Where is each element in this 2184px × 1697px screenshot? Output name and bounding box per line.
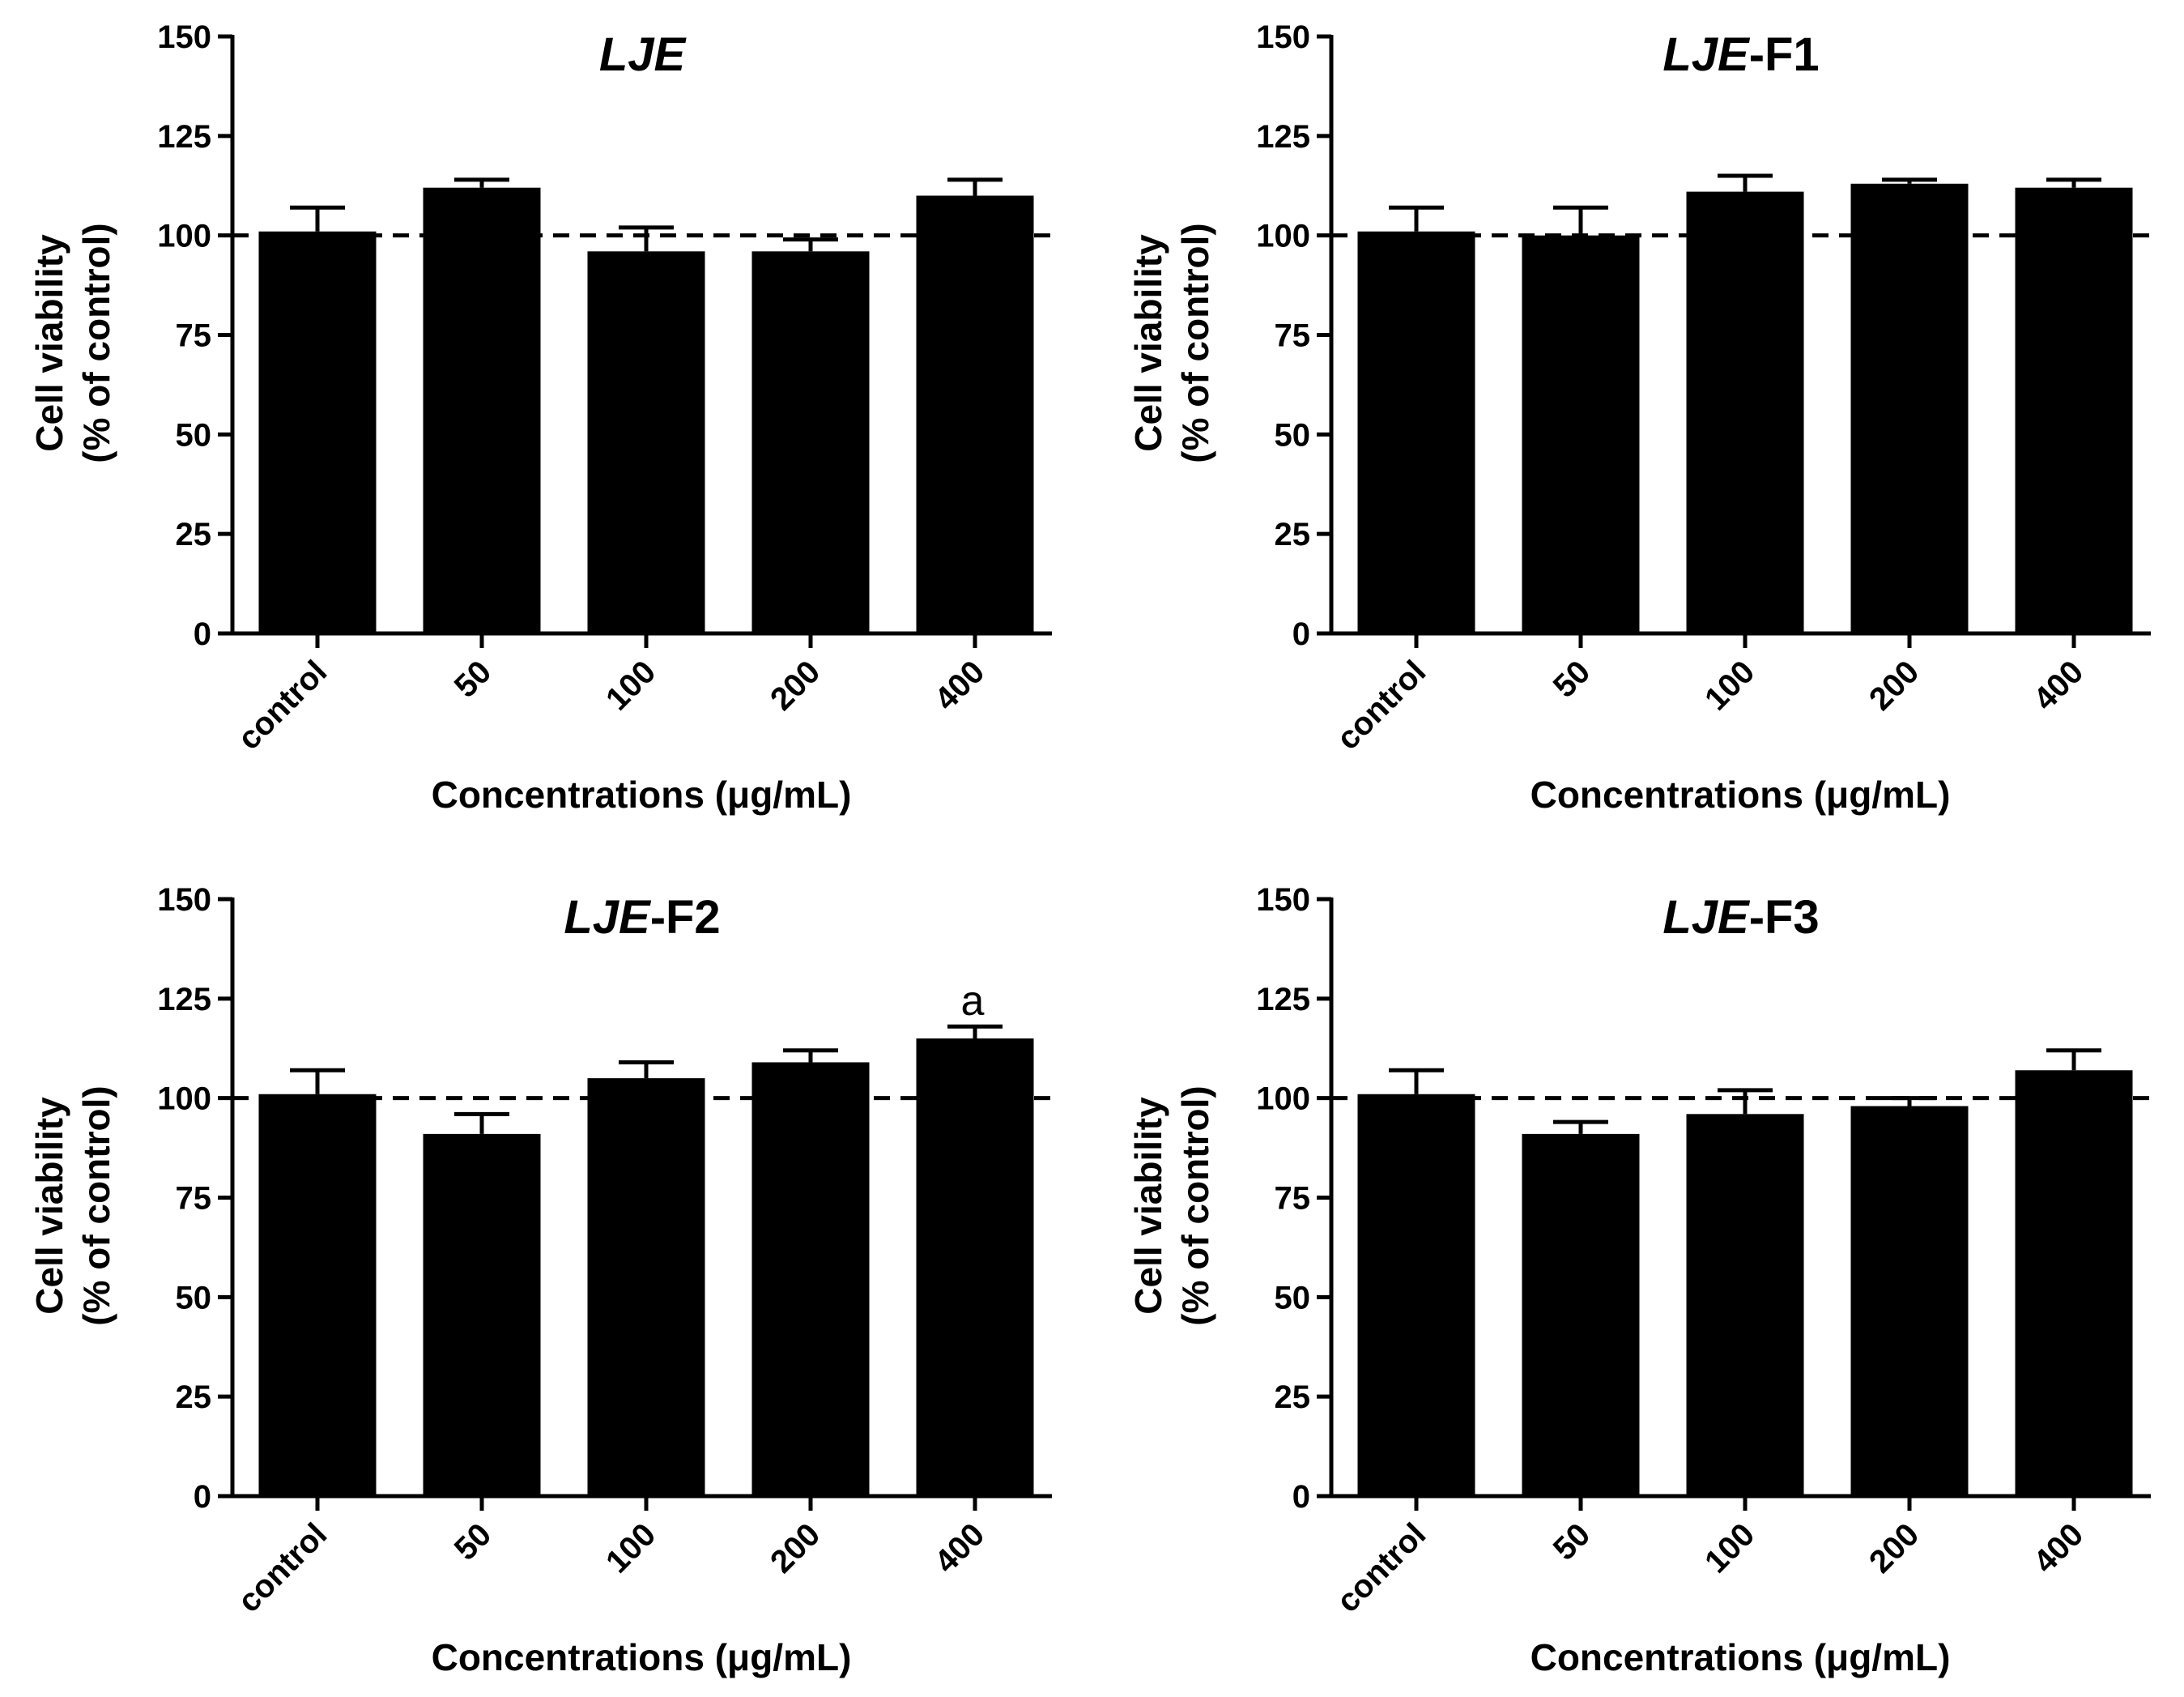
chart-title-italic: LJE — [564, 891, 652, 944]
y-tick-label: 75 — [176, 318, 212, 354]
y-tick-label: 125 — [157, 119, 211, 155]
y-tick-label: 25 — [176, 517, 212, 552]
y-tick-label: 25 — [1275, 517, 1311, 552]
x-tick-label-control: control — [1330, 1516, 1433, 1619]
y-tick-label: 0 — [1292, 1479, 1310, 1515]
x-tick-label-400: 400 — [928, 654, 991, 717]
bar-100 — [1686, 1114, 1804, 1496]
y-tick-label: 50 — [1275, 417, 1311, 453]
x-axis-title: Concentrations (μg/mL) — [432, 1636, 852, 1678]
x-tick-label-100: 100 — [599, 654, 662, 717]
bar-400 — [2015, 187, 2133, 633]
y-tick-label: 75 — [1275, 318, 1311, 354]
y-tick-label: 50 — [1275, 1280, 1311, 1315]
y-axis-title-line2: (% of control) — [75, 1085, 117, 1325]
bar-100 — [1686, 191, 1804, 633]
x-tick-label-200: 200 — [764, 1516, 827, 1580]
x-tick-label-400: 400 — [2027, 654, 2090, 717]
chart-title-italic: LJE — [1662, 891, 1751, 944]
chart-title-italic: LJE — [599, 28, 688, 81]
y-axis-title-line1: Cell viability — [28, 234, 70, 452]
y-tick-label: 75 — [176, 1181, 212, 1217]
y-axis-title-line2: (% of control) — [75, 223, 117, 463]
y-axis-title-line1: Cell viability — [1127, 234, 1169, 452]
y-tick-label: 125 — [157, 982, 211, 1017]
bar-50 — [423, 187, 541, 633]
x-tick-label-100: 100 — [1698, 1516, 1761, 1580]
x-tick-label-100: 100 — [1698, 654, 1761, 717]
bar-400 — [2015, 1070, 2133, 1496]
x-tick-label-400: 400 — [928, 1516, 991, 1580]
chart-panel-2: 0 25 50 75 100 125 150 control 50 100 200 400 LJE-F1… — [1127, 19, 2151, 816]
bar-400 — [916, 1038, 1034, 1496]
y-tick-label: 25 — [176, 1379, 212, 1415]
x-tick-label-50: 50 — [448, 1516, 499, 1567]
y-tick-label: 150 — [157, 19, 211, 55]
bar-50 — [1522, 235, 1640, 633]
bar-100 — [587, 1078, 705, 1496]
x-tick-label-50: 50 — [1547, 1516, 1598, 1567]
x-axis-title: Concentrations (μg/mL) — [1531, 1636, 1951, 1678]
x-tick-label-100: 100 — [599, 1516, 662, 1580]
x-tick-label-control: control — [1330, 654, 1433, 757]
chart-title-suffix: -F3 — [1749, 891, 1820, 944]
y-tick-label: 100 — [1256, 219, 1310, 254]
y-tick-label: 150 — [1256, 882, 1310, 918]
bar-control — [1357, 1094, 1475, 1496]
x-tick-label-control: control — [231, 1516, 334, 1619]
y-tick-label: 100 — [1256, 1081, 1310, 1117]
x-tick-label-200: 200 — [1863, 654, 1926, 717]
x-axis-title: Concentrations (μg/mL) — [1531, 774, 1951, 816]
bar-200 — [1850, 183, 1969, 633]
bar-50 — [1522, 1133, 1640, 1496]
chart-title-italic: LJE — [1662, 28, 1751, 81]
y-axis-title-line2: (% of control) — [1174, 1085, 1216, 1325]
bar-control — [1357, 231, 1475, 633]
chart-title-suffix: -F1 — [1749, 28, 1820, 81]
y-tick-label: 0 — [194, 616, 211, 652]
x-tick-label-50: 50 — [1547, 654, 1598, 705]
y-tick-label: 100 — [157, 219, 211, 254]
chart-title: LJE-F2 — [564, 891, 720, 944]
y-tick-label: 125 — [1256, 982, 1310, 1017]
x-tick-label-200: 200 — [764, 654, 827, 717]
bar-100 — [587, 251, 705, 633]
x-tick-label-400: 400 — [2027, 1516, 2090, 1580]
significance-label: a — [961, 978, 985, 1025]
chart-panel-1: 0 25 50 75 100 125 150 control 50 100 200 400 LJE Con… — [28, 19, 1052, 816]
y-tick-label: 75 — [1275, 1181, 1311, 1217]
y-tick-label: 150 — [1256, 19, 1310, 55]
y-tick-label: 0 — [194, 1479, 211, 1515]
y-tick-label: 0 — [1292, 616, 1310, 652]
bar-200 — [751, 251, 870, 633]
y-tick-label: 50 — [176, 417, 212, 453]
x-axis-title: Concentrations (μg/mL) — [432, 774, 852, 816]
bar-control — [258, 231, 377, 633]
bar-50 — [423, 1133, 541, 1496]
bar-400 — [916, 195, 1034, 634]
y-axis-title-line2: (% of control) — [1174, 223, 1216, 463]
chart-panel-3: a 0 25 50 75 100 125 150 control 50 100 200 400 LJE-F… — [28, 882, 1052, 1678]
y-tick-label: 125 — [1256, 119, 1310, 155]
chart-panel-4: 0 25 50 75 100 125 150 control 50 100 200 400 LJE-F3… — [1127, 882, 2151, 1678]
chart-title-suffix: -F2 — [650, 891, 721, 944]
x-tick-label-control: control — [231, 654, 334, 757]
y-axis-title-line1: Cell viability — [28, 1097, 70, 1315]
chart-title: LJE-F3 — [1662, 891, 1819, 944]
chart-title: LJE — [599, 28, 688, 81]
bar-control — [258, 1094, 377, 1496]
bar-200 — [751, 1062, 870, 1496]
y-axis-title-line1: Cell viability — [1127, 1097, 1169, 1315]
y-tick-label: 150 — [157, 882, 211, 918]
y-tick-label: 25 — [1275, 1379, 1311, 1415]
x-tick-label-200: 200 — [1863, 1516, 1926, 1580]
y-tick-label: 100 — [157, 1081, 211, 1117]
y-tick-label: 50 — [176, 1280, 212, 1315]
x-tick-label-50: 50 — [448, 654, 499, 705]
chart-title: LJE-F1 — [1662, 28, 1819, 81]
bar-200 — [1850, 1106, 1969, 1496]
